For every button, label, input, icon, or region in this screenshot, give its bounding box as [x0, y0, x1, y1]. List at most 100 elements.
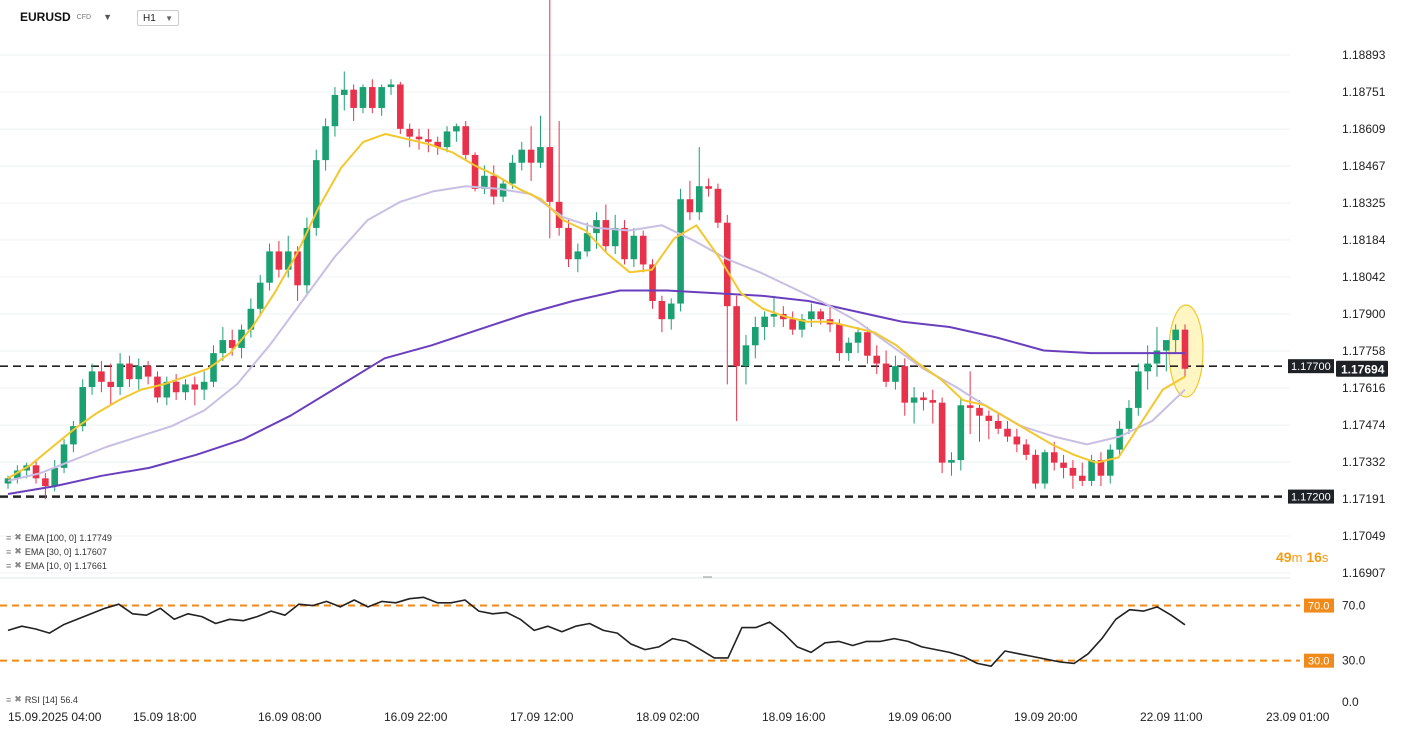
- candle-body: [761, 316, 768, 328]
- candle-body: [882, 363, 890, 382]
- timeframe-select[interactable]: H1 ▼: [137, 10, 179, 26]
- candle-body: [42, 478, 49, 487]
- price-axis[interactable]: 1.18893 1.18751 1.18609 1.18467 1.18325 1.181…: [1342, 48, 1386, 580]
- y-tick-label: 1.17191: [1342, 492, 1386, 506]
- close-icon[interactable]: ✖: [14, 532, 22, 542]
- candle-body: [275, 251, 283, 270]
- price-tags: 1.17700 1.17200 1.17694: [1288, 359, 1388, 504]
- indicator-legend-ema10[interactable]: ≡ ✖ EMA [10, 0] 1.17661: [6, 560, 107, 571]
- x-tick-label: 23.09 01:00: [1266, 710, 1330, 724]
- menu-icon[interactable]: ≡: [6, 532, 12, 543]
- candle-body: [892, 366, 899, 382]
- indicator-legend-rsi[interactable]: ≡ ✖ RSI [14] 56.4: [6, 694, 78, 705]
- candle-countdown: 49m 16s: [1276, 549, 1328, 565]
- candle-body: [32, 465, 40, 479]
- time-axis[interactable]: 15.09.2025 04:00 15.09 18:00 16.09 08:00 16…: [8, 710, 1330, 724]
- candle-body: [948, 460, 955, 463]
- candle-body: [331, 94, 339, 127]
- x-tick-label: 15.09 18:00: [133, 710, 197, 724]
- candle-body: [994, 420, 1002, 429]
- candle-body: [602, 220, 610, 247]
- indicator-legend-ema100[interactable]: ≡ ✖ EMA [100, 0] 1.17749: [6, 532, 112, 543]
- candle-body: [4, 478, 12, 484]
- candle-body: [443, 131, 451, 148]
- candle-body: [191, 384, 199, 390]
- candle-body: [1078, 475, 1086, 481]
- indicator-legend-ema30[interactable]: ≡ ✖ EMA [30, 0] 1.17607: [6, 546, 107, 557]
- candle-body: [1134, 371, 1142, 408]
- symbol-name[interactable]: EURUSD: [20, 10, 71, 24]
- candle-body: [14, 470, 21, 479]
- candle-body: [1153, 350, 1161, 364]
- candle-body: [1004, 428, 1011, 437]
- candle-body: [200, 381, 208, 390]
- candle-body: [611, 227, 619, 247]
- indicator-name: RSI [14]: [24, 694, 58, 705]
- candle-body: [798, 319, 806, 330]
- candle-body: [172, 381, 180, 393]
- candle-body: [481, 175, 488, 189]
- timeframe-value: H1: [143, 12, 156, 24]
- candle-body: [537, 147, 544, 163]
- candle-body: [695, 186, 703, 213]
- candle-body: [1041, 452, 1049, 484]
- candle-body: [509, 162, 516, 184]
- chevron-down-icon[interactable]: ▼: [103, 12, 112, 22]
- candle-body: [836, 324, 843, 354]
- candle-body: [1050, 452, 1058, 463]
- candle-body: [256, 282, 264, 309]
- candle-body: [1022, 444, 1030, 455]
- y-tick-label: 1.17758: [1342, 344, 1386, 358]
- candle-body: [742, 345, 750, 367]
- candle-body: [864, 332, 871, 356]
- candle-body: [686, 199, 694, 213]
- candle-body: [322, 126, 329, 161]
- menu-icon[interactable]: ≡: [6, 694, 12, 705]
- candle-body: [1144, 363, 1151, 372]
- price-level-tag-label: 1.17200: [1291, 492, 1331, 504]
- candle-body: [60, 444, 68, 468]
- menu-icon[interactable]: ≡: [6, 546, 12, 557]
- menu-icon[interactable]: ≡: [6, 560, 12, 571]
- candle-body: [705, 186, 712, 189]
- candle-body: [312, 160, 320, 228]
- candle-body: [247, 308, 255, 330]
- symbol-header[interactable]: EURUSD CFD ▼: [20, 10, 112, 24]
- ema10-line: [7, 133, 1186, 480]
- indicator-name: EMA [30, 0]: [24, 546, 72, 557]
- candle-body: [340, 89, 348, 95]
- close-icon[interactable]: ✖: [14, 694, 22, 704]
- candle-body: [219, 340, 227, 354]
- candle-body: [667, 303, 675, 320]
- y-tick-label: 1.18184: [1342, 233, 1386, 247]
- x-tick-label: 15.09.2025 04:00: [8, 710, 102, 724]
- close-icon[interactable]: ✖: [14, 546, 22, 556]
- y-tick-label: 1.17616: [1342, 381, 1386, 395]
- x-tick-label: 18.09 16:00: [762, 710, 826, 724]
- candle-body: [303, 227, 311, 286]
- rsi-level-tag: [1304, 653, 1334, 668]
- candle-body: [929, 400, 937, 403]
- candle-body: [163, 381, 171, 398]
- close-icon[interactable]: ✖: [14, 560, 22, 570]
- ema-lines: [7, 133, 1186, 495]
- countdown-minutes-unit: m: [1291, 550, 1303, 565]
- candle-body: [1069, 467, 1077, 476]
- candle-body: [845, 342, 853, 354]
- candle-body: [350, 89, 357, 108]
- candle-body: [1060, 462, 1067, 468]
- x-tick-label: 18.09 02:00: [636, 710, 700, 724]
- rsi-level-tag-label: 70.0: [1308, 601, 1329, 613]
- candle-body: [770, 314, 778, 317]
- candle-body: [107, 381, 115, 388]
- candle-body: [294, 251, 301, 286]
- y-tick-label: 1.18751: [1342, 85, 1386, 99]
- y-tick-label: 1.17332: [1342, 455, 1386, 469]
- candle-body: [1097, 460, 1105, 476]
- candle-body: [1013, 436, 1021, 445]
- price-level-tag: [1288, 489, 1334, 504]
- candle-body: [490, 175, 498, 197]
- indicator-value: 1.17607: [74, 546, 107, 557]
- candle-body: [144, 366, 152, 377]
